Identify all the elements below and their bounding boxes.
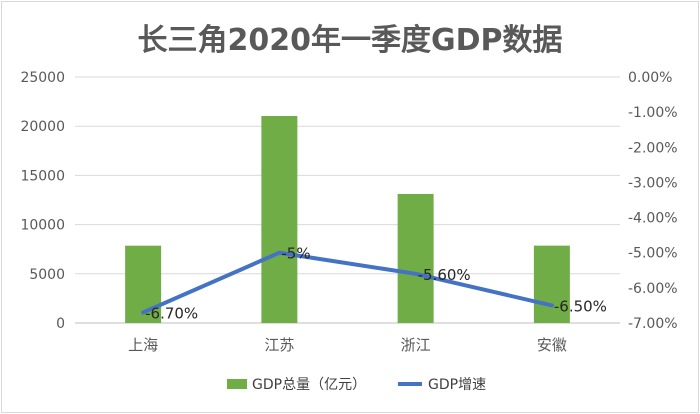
bar — [125, 245, 162, 323]
left-axis-ticks: 0 5000 10000 15000 20000 25000 — [20, 70, 65, 332]
line-data-label: -6.50% — [554, 297, 607, 315]
legend-line-label: GDP增速 — [428, 377, 486, 393]
left-tick-label: 5000 — [29, 267, 65, 283]
gridlines — [75, 76, 620, 275]
right-tick-label: -3.00% — [628, 175, 678, 191]
right-axis-ticks: 0.00% -1.00% -2.00% -3.00% -4.00% -5.00% -6.00… — [628, 70, 678, 332]
growth-line — [141, 250, 554, 315]
line-data-label: -5% — [281, 245, 310, 263]
bar — [397, 193, 434, 323]
category-label: 安徽 — [537, 336, 567, 354]
chart-title: 长三角2020年一季度GDP数据 — [137, 23, 562, 58]
right-tick-label: -2.00% — [628, 140, 678, 156]
right-tick-label: -5.00% — [628, 246, 678, 262]
line-series — [141, 250, 554, 315]
bar-series — [125, 116, 570, 323]
left-tick-label: 15000 — [20, 168, 65, 184]
right-tick-label: -4.00% — [628, 211, 678, 227]
right-tick-label: -7.00% — [628, 316, 678, 332]
bar — [533, 245, 570, 323]
left-tick-label: 10000 — [20, 218, 65, 234]
legend: GDP总量（亿元） GDP增速 — [227, 377, 486, 393]
category-label: 上海 — [128, 336, 158, 354]
left-tick-label: 25000 — [20, 70, 65, 86]
right-tick-label: 0.00% — [628, 70, 672, 86]
left-tick-label: 0 — [56, 316, 65, 332]
bar — [261, 116, 298, 323]
legend-bar-label: GDP总量（亿元） — [252, 377, 366, 393]
line-data-label: -5.60% — [418, 266, 471, 284]
category-label: 浙江 — [401, 336, 431, 354]
left-tick-label: 20000 — [20, 119, 65, 135]
line-data-label: -6.70% — [145, 304, 198, 322]
right-tick-label: -6.00% — [628, 281, 678, 297]
right-tick-label: -1.00% — [628, 105, 678, 121]
line-data-labels: -6.70% -5% -5.60% -6.50% — [145, 245, 607, 323]
category-label: 江苏 — [264, 336, 294, 354]
legend-bar-swatch — [227, 379, 247, 389]
category-labels: 上海 江苏 浙江 安徽 — [128, 336, 567, 354]
